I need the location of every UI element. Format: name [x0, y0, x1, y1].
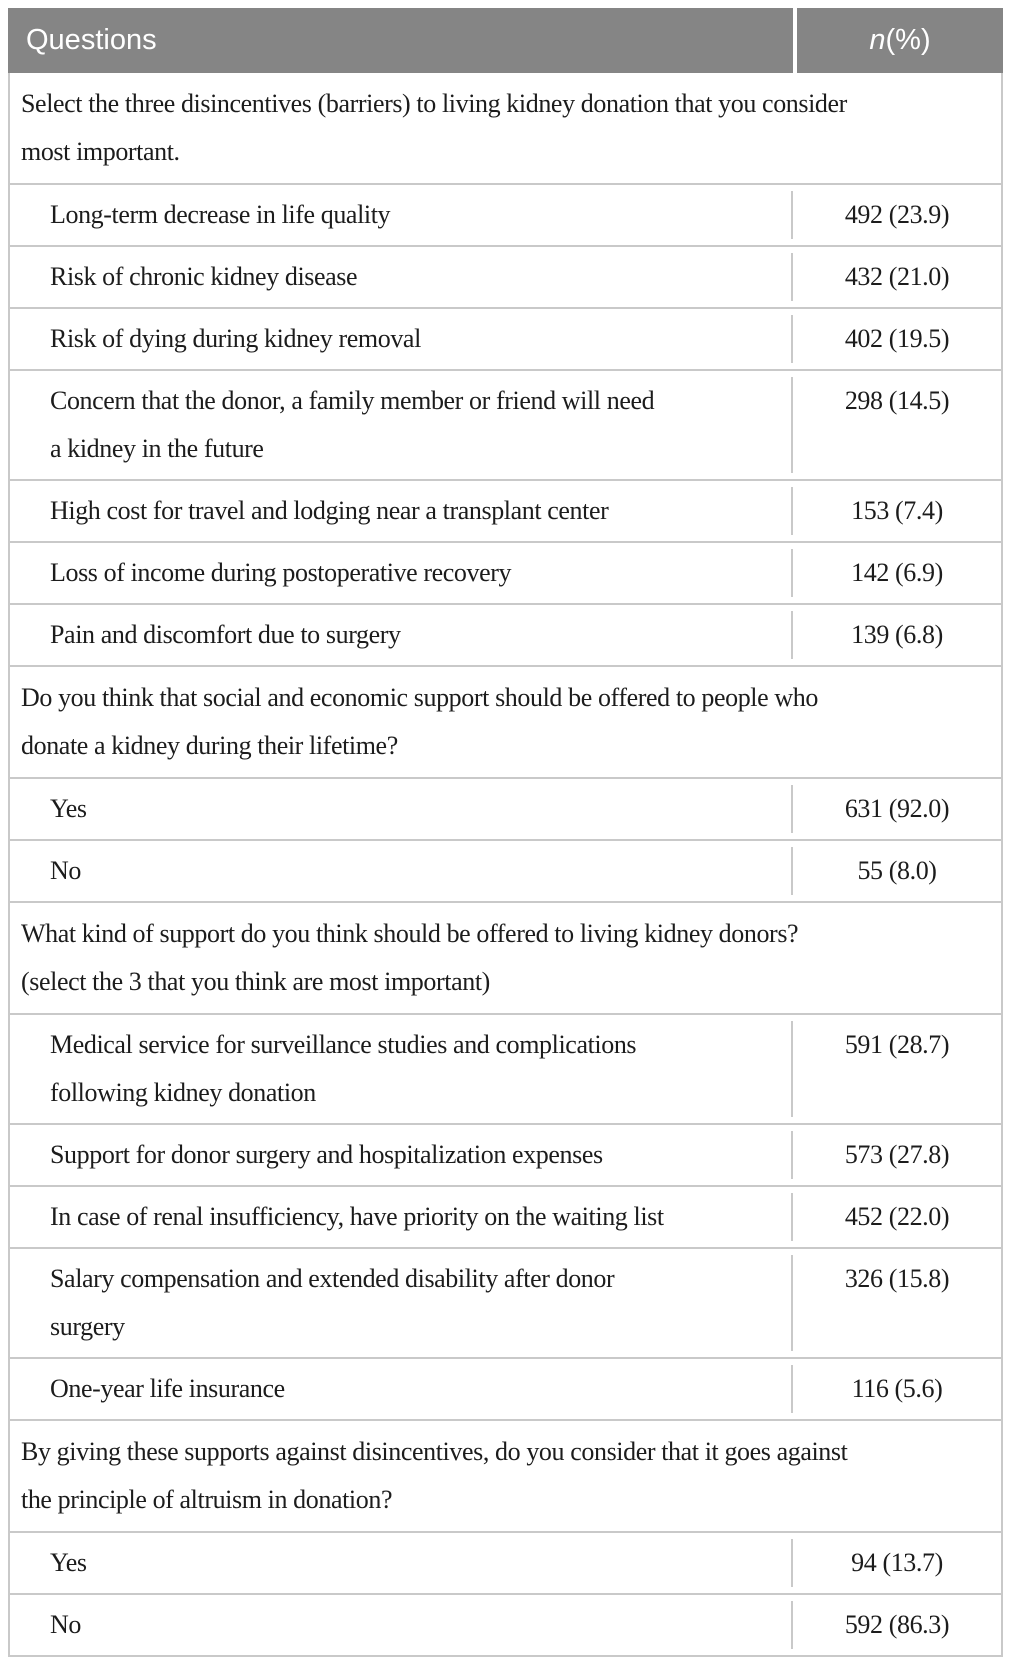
item-value: 55 (8.0)	[857, 856, 937, 885]
n-percent-column-header: n (%)	[797, 8, 1003, 73]
questions-header-label: Questions	[26, 24, 157, 56]
question-text: Do you think that social and economic su…	[21, 683, 818, 760]
item-value: 402 (19.5)	[844, 324, 950, 353]
item-label: High cost for travel and lodging near a …	[10, 487, 793, 535]
item-value: 591 (28.7)	[844, 1030, 950, 1059]
item-label: Concern that the donor, a family member …	[10, 377, 793, 473]
survey-results-table: Questions n (%) Select the three disince…	[8, 8, 1003, 1657]
item-label: Risk of chronic kidney disease	[10, 253, 793, 301]
question-row: By giving these supports against disince…	[10, 1419, 1001, 1531]
item-value: 573 (27.8)	[844, 1140, 950, 1169]
item-value: 116 (5.6)	[851, 1374, 943, 1403]
table-body: Select the three disincentives (barriers…	[10, 73, 1001, 1655]
item-row: Risk of chronic kidney disease 432 (21.0)	[10, 245, 1001, 307]
question-row: Select the three disincentives (barriers…	[10, 73, 1001, 183]
item-row: In case of renal insufficiency, have pri…	[10, 1185, 1001, 1247]
item-value: 631 (92.0)	[844, 794, 950, 823]
item-label: Risk of dying during kidney removal	[10, 315, 793, 363]
item-label: One-year life insurance	[10, 1365, 793, 1413]
item-row: Risk of dying during kidney removal 402 (…	[10, 307, 1001, 369]
question-row: Do you think that social and economic su…	[10, 665, 1001, 777]
item-row: No 55 (8.0)	[10, 839, 1001, 901]
item-label: In case of renal insufficiency, have pri…	[10, 1193, 793, 1241]
item-label: Long-term decrease in life quality	[10, 191, 793, 239]
item-row: Medical service for surveillance studies…	[10, 1013, 1001, 1123]
item-label: Support for donor surgery and hospitaliz…	[10, 1131, 793, 1179]
item-row: Loss of income during postoperative reco…	[10, 541, 1001, 603]
question-text: By giving these supports against disince…	[21, 1437, 848, 1514]
item-label: No	[10, 1601, 793, 1649]
item-row: Salary compensation and extended disabil…	[10, 1247, 1001, 1357]
item-label: Yes	[10, 1539, 793, 1587]
questions-column-header: Questions	[8, 8, 793, 73]
question-text: Select the three disincentives (barriers…	[21, 89, 847, 166]
question-row: What kind of support do you think should…	[10, 901, 1001, 1013]
item-row: Yes 631 (92.0)	[10, 777, 1001, 839]
item-label: Yes	[10, 785, 793, 833]
item-value: 153 (7.4)	[851, 496, 943, 525]
item-value: 142 (6.9)	[851, 558, 943, 587]
item-value: 298 (14.5)	[844, 386, 950, 415]
n-header-label-italic: n	[869, 24, 886, 56]
item-value: 432 (21.0)	[844, 262, 950, 291]
item-row: Pain and discomfort due to surgery 139 (6…	[10, 603, 1001, 665]
item-row: Yes 94 (13.7)	[10, 1531, 1001, 1593]
item-row: Concern that the donor, a family member …	[10, 369, 1001, 479]
item-value: 139 (6.8)	[851, 620, 943, 649]
item-label: No	[10, 847, 793, 895]
item-row: Long-term decrease in life quality 492 (2…	[10, 183, 1001, 245]
item-label: Pain and discomfort due to surgery	[10, 611, 793, 659]
item-value: 492 (23.9)	[844, 200, 950, 229]
n-header-label-rest: (%)	[885, 24, 931, 56]
item-row: Support for donor surgery and hospitaliz…	[10, 1123, 1001, 1185]
item-label: Loss of income during postoperative reco…	[10, 549, 793, 597]
item-value: 94 (13.7)	[851, 1548, 943, 1577]
item-value: 326 (15.8)	[844, 1264, 950, 1293]
question-text: What kind of support do you think should…	[21, 919, 799, 996]
item-value: 592 (86.3)	[844, 1610, 950, 1639]
table-header-row: Questions n (%)	[8, 8, 1003, 73]
item-label: Salary compensation and extended disabil…	[10, 1255, 793, 1351]
item-row: No 592 (86.3)	[10, 1593, 1001, 1655]
item-value: 452 (22.0)	[844, 1202, 950, 1231]
item-label: Medical service for surveillance studies…	[10, 1021, 793, 1117]
item-row: High cost for travel and lodging near a …	[10, 479, 1001, 541]
item-row: One-year life insurance 116 (5.6)	[10, 1357, 1001, 1419]
